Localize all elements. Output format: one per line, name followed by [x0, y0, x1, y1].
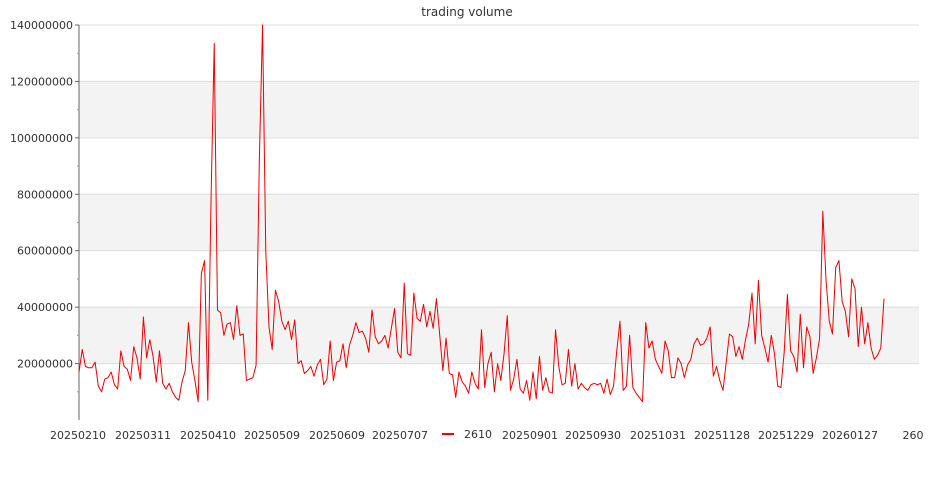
y-tick-label: 80000000	[17, 188, 73, 201]
y-tick-label: 60000000	[17, 245, 73, 258]
x-tick-label: 20250311	[115, 429, 171, 442]
series-layer	[78, 24, 885, 403]
grid-band	[79, 194, 919, 251]
y-tick-label: 100000000	[10, 132, 73, 145]
x-tick-label: 20250609	[309, 429, 365, 442]
series-line-2610	[78, 24, 885, 403]
x-tick-label: 20250930	[565, 429, 621, 442]
grid-lines	[79, 24, 919, 365]
y-tick-label: 20000000	[17, 358, 73, 371]
x-tick-label: 20250901	[502, 429, 558, 442]
y-tick-label: 120000000	[10, 75, 73, 88]
x-tick-label: 20251229	[758, 429, 814, 442]
y-tick-label: 140000000	[10, 19, 73, 32]
chart-title: trading volume	[421, 5, 512, 19]
x-tick-label: 20251031	[630, 429, 686, 442]
x-tick-label: 20250410	[180, 429, 236, 442]
grid-band	[79, 307, 919, 364]
y-axis-ticks: 20000000 40000000 60000000 80000000 10000000…	[10, 19, 79, 393]
x-axis-ticks: 20250210 20250311 20250410 20250509 20250609…	[50, 429, 924, 442]
x-tick-label: 20251128	[694, 429, 750, 442]
legend: 2610	[442, 428, 492, 441]
legend-label: 2610	[464, 428, 492, 441]
y-tick-label: 40000000	[17, 301, 73, 314]
x-tick-label: 20250210	[50, 429, 106, 442]
grid-band	[79, 81, 919, 138]
grid-bands	[79, 81, 919, 364]
x-tick-label: 260	[903, 429, 924, 442]
x-tick-label: 20260127	[822, 429, 878, 442]
x-tick-label: 20250707	[372, 429, 428, 442]
x-tick-label: 20250509	[244, 429, 300, 442]
